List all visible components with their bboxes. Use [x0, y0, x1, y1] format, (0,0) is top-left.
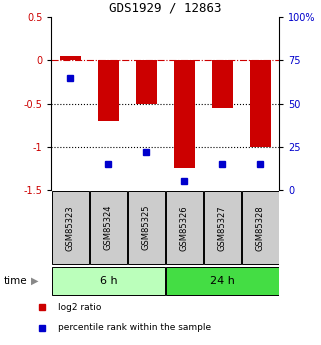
Bar — [52, 191, 89, 264]
Bar — [128, 191, 165, 264]
Bar — [166, 191, 203, 264]
Text: 6 h: 6 h — [100, 276, 117, 286]
Bar — [90, 191, 126, 264]
Text: log2 ratio: log2 ratio — [58, 303, 101, 312]
Bar — [136, 60, 157, 104]
Bar — [174, 60, 195, 168]
Text: GSM85325: GSM85325 — [142, 205, 151, 250]
Bar — [52, 267, 165, 295]
Text: GSM85328: GSM85328 — [256, 205, 265, 250]
Bar — [166, 267, 279, 295]
Bar — [98, 60, 119, 121]
Title: GDS1929 / 12863: GDS1929 / 12863 — [109, 2, 221, 15]
Bar — [60, 56, 81, 60]
Bar — [242, 191, 279, 264]
Text: GSM85324: GSM85324 — [104, 205, 113, 250]
Text: 24 h: 24 h — [210, 276, 235, 286]
Text: ▶: ▶ — [30, 276, 38, 286]
Text: percentile rank within the sample: percentile rank within the sample — [58, 323, 211, 332]
Text: GSM85327: GSM85327 — [218, 205, 227, 250]
Text: time: time — [3, 276, 27, 286]
Bar — [204, 191, 240, 264]
Text: GSM85323: GSM85323 — [66, 205, 75, 250]
Bar — [250, 60, 271, 147]
Text: GSM85326: GSM85326 — [180, 205, 189, 250]
Bar — [212, 60, 233, 108]
